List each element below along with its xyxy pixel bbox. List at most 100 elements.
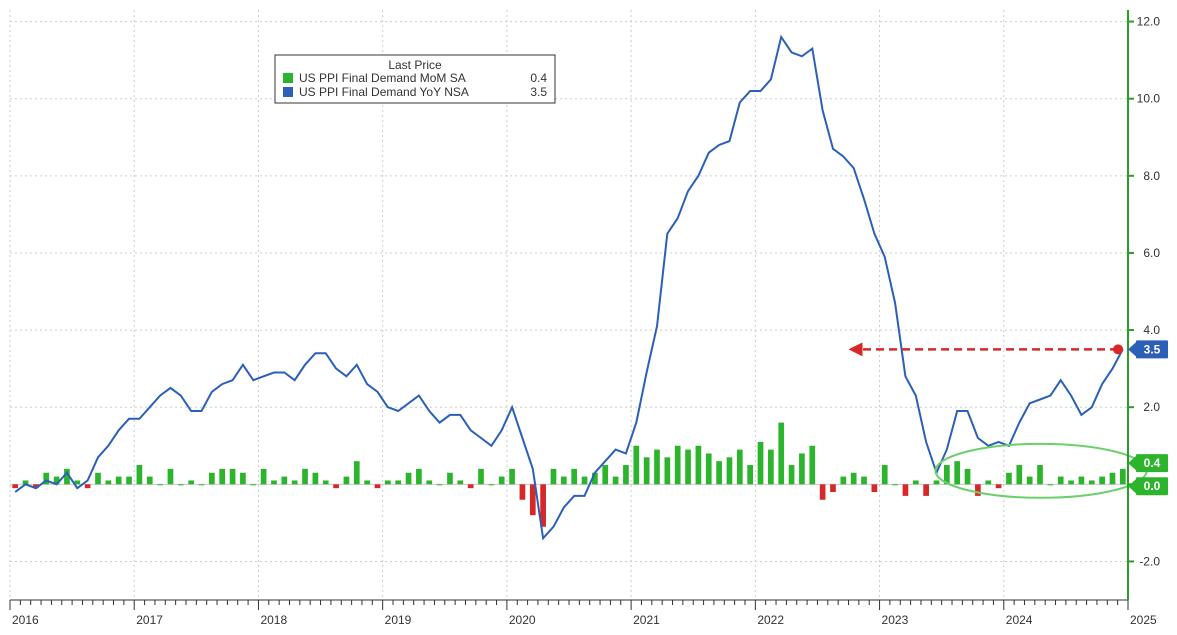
bar <box>675 446 681 485</box>
legend-title: Last Price <box>388 58 442 72</box>
bar <box>240 473 246 485</box>
bar <box>1058 477 1064 485</box>
bar <box>137 465 143 484</box>
bar <box>157 484 163 485</box>
bar <box>478 469 484 484</box>
bar <box>126 477 132 485</box>
legend-item-value: 3.5 <box>530 85 547 99</box>
x-tick-label: 2023 <box>882 613 909 627</box>
x-tick-label: 2021 <box>633 613 660 627</box>
x-tick-label: 2024 <box>1006 613 1033 627</box>
bar <box>1016 465 1022 484</box>
bar <box>1068 480 1074 484</box>
bar <box>1027 477 1033 485</box>
bar <box>437 484 443 485</box>
y-tick-label: -2.0 <box>1139 554 1160 568</box>
bar <box>830 484 836 492</box>
bar <box>395 480 401 484</box>
y-tick-label: 2.0 <box>1143 400 1160 414</box>
bar <box>116 477 122 485</box>
bar <box>468 484 474 488</box>
annotation-arrow-head <box>849 342 863 356</box>
x-tick-label: 2017 <box>136 613 163 627</box>
bar <box>903 484 909 496</box>
bar <box>551 469 557 484</box>
bar <box>685 450 691 485</box>
bar <box>457 480 463 484</box>
x-tick-label: 2022 <box>757 613 784 627</box>
annotation-arrow-dot <box>1113 344 1123 354</box>
x-tick-label: 2020 <box>509 613 536 627</box>
bar <box>613 477 619 485</box>
bar <box>664 457 670 484</box>
bar <box>447 473 453 485</box>
bar <box>230 469 236 484</box>
bar <box>923 484 929 496</box>
bar <box>1079 477 1085 485</box>
bar <box>281 477 287 485</box>
bar <box>654 450 660 485</box>
bar <box>737 450 743 485</box>
bar <box>872 484 878 492</box>
bar <box>426 480 432 484</box>
y-tick-label: 8.0 <box>1143 169 1160 183</box>
bar <box>913 480 919 484</box>
x-tick-label: 2018 <box>260 613 287 627</box>
bar <box>1048 484 1054 485</box>
legend-item-label: US PPI Final Demand MoM SA <box>299 71 466 85</box>
bar <box>1120 469 1126 484</box>
bar <box>364 480 370 484</box>
bar <box>582 477 588 485</box>
x-tick-label: 2016 <box>12 613 39 627</box>
bar <box>778 423 784 485</box>
end-value-badge: 0.4 <box>1144 456 1161 470</box>
bar <box>1110 473 1116 485</box>
bar <box>95 473 101 485</box>
y-tick-label: 4.0 <box>1143 323 1160 337</box>
legend-swatch <box>283 73 293 83</box>
bar <box>406 473 412 485</box>
bar <box>250 484 256 485</box>
bar <box>644 457 650 484</box>
end-value-badge: 0.0 <box>1144 479 1161 493</box>
bar <box>313 473 319 485</box>
bar <box>354 461 360 484</box>
bar <box>861 477 867 485</box>
legend-item-label: US PPI Final Demand YoY NSA <box>299 85 469 99</box>
legend-item-value: 0.4 <box>530 71 547 85</box>
x-tick-label: 2019 <box>385 613 412 627</box>
chart-svg: 2016 2017 2018 2019 2020 2021 2022 2023 2024 2025… <box>0 0 1177 635</box>
bar <box>840 477 846 485</box>
bar <box>168 469 174 484</box>
bar <box>696 446 702 485</box>
bar <box>209 473 215 485</box>
bar <box>965 469 971 484</box>
bar <box>820 484 826 499</box>
bar <box>147 477 153 485</box>
x-tick-label: 2025 <box>1130 613 1157 627</box>
bar <box>1037 465 1043 484</box>
bar <box>375 484 381 488</box>
bar <box>178 484 184 485</box>
bar <box>747 465 753 484</box>
bar <box>344 477 350 485</box>
bar <box>602 465 608 484</box>
bar <box>892 484 898 485</box>
bar <box>530 484 536 515</box>
bar <box>954 461 960 484</box>
bar <box>105 480 111 484</box>
bar <box>1089 480 1095 484</box>
bar <box>219 469 225 484</box>
bar <box>789 465 795 484</box>
bar <box>1099 477 1105 485</box>
bar <box>271 480 277 484</box>
bar <box>509 469 515 484</box>
bar <box>934 480 940 484</box>
ppi-chart: 2016 2017 2018 2019 2020 2021 2022 2023 2024 2025… <box>0 0 1177 635</box>
bar <box>706 453 712 484</box>
bar <box>85 484 91 488</box>
bar <box>333 484 339 488</box>
bar <box>851 473 857 485</box>
y-tick-label: 6.0 <box>1143 246 1160 260</box>
bar <box>499 477 505 485</box>
